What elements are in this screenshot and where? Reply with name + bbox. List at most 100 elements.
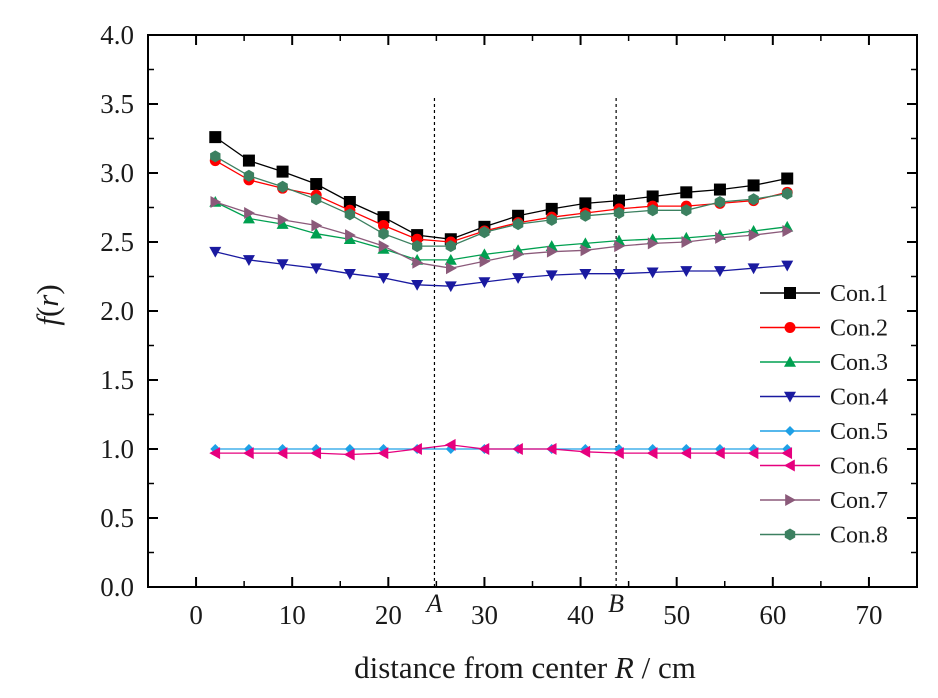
legend-item: Con.8 <box>760 523 888 549</box>
data-point <box>276 447 288 460</box>
data-point <box>310 263 323 275</box>
data-point <box>646 447 658 460</box>
y-axis-title-close: ) <box>30 284 65 294</box>
data-point <box>242 447 254 460</box>
series-line <box>214 136 788 240</box>
data-point <box>546 213 557 226</box>
data-point <box>545 202 558 215</box>
data-point <box>513 248 525 261</box>
data-point <box>444 253 457 265</box>
data-point <box>680 266 693 277</box>
x-tick-label: 20 <box>375 600 402 630</box>
data-point <box>310 227 323 239</box>
data-point <box>209 246 222 258</box>
series-line <box>214 160 788 243</box>
y-tick-label: 3.0 <box>100 158 134 188</box>
data-point <box>210 150 221 163</box>
data-point <box>411 443 422 455</box>
tick-labels: 0 10 20 30 40 50 60 70 0.0 0.5 1.0 1.5 2.0 2.5 3.0 3.5 4… <box>100 20 882 630</box>
series-con-2 <box>209 155 793 248</box>
x-tick-label: 70 <box>855 600 882 630</box>
data-point <box>276 259 289 271</box>
data-point <box>209 131 222 144</box>
series-con-4 <box>209 246 794 293</box>
legend-label: Con.6 <box>830 454 888 480</box>
data-point <box>681 236 693 248</box>
legend-marker <box>784 528 796 541</box>
data-point <box>209 447 221 460</box>
data-point <box>512 218 524 231</box>
data-point <box>311 219 323 232</box>
y-tick-label: 0.0 <box>100 572 134 602</box>
x-axis-title-var: R <box>614 650 634 685</box>
legend-label: Con.7 <box>830 488 888 514</box>
x-tick-label: 60 <box>759 600 786 630</box>
series-line <box>214 155 788 247</box>
legend-marker <box>784 459 795 472</box>
data-point <box>445 262 457 275</box>
data-point <box>545 270 558 282</box>
legend: Con.1 Con.2 Con.3 Con.4 Con.5 Con.6 Con.7 Con.8 <box>760 281 888 549</box>
y-tick-label: 2.0 <box>100 296 134 326</box>
legend-label: Con.4 <box>830 385 888 411</box>
data-point <box>276 165 289 178</box>
legend-item: Con.7 <box>760 488 888 514</box>
data-point <box>411 279 424 291</box>
x-axis-title-suffix: / cm <box>634 650 696 685</box>
data-point <box>345 229 356 242</box>
y-tick-label: 0.5 <box>100 503 134 533</box>
data-point <box>277 213 289 226</box>
data-point <box>378 219 390 231</box>
data-point <box>747 179 760 192</box>
series-con-3 <box>209 195 794 265</box>
series-layer <box>209 131 794 461</box>
data-point <box>512 443 523 455</box>
data-point <box>378 227 389 240</box>
data-point <box>344 208 356 221</box>
data-point <box>343 233 356 245</box>
data-point <box>614 240 626 253</box>
data-point <box>377 273 390 284</box>
legend-marker <box>785 426 795 436</box>
data-point <box>747 263 760 275</box>
data-point <box>680 186 693 199</box>
legend-label: Con.3 <box>830 350 888 376</box>
data-point <box>343 448 355 461</box>
data-point <box>377 447 389 460</box>
y-axis-title-open: ( <box>30 307 65 317</box>
data-point <box>613 268 626 280</box>
y-tick-label: 2.5 <box>100 227 134 257</box>
series-con-7 <box>210 195 794 275</box>
data-point <box>343 268 356 280</box>
data-point <box>412 240 423 253</box>
data-point <box>713 183 726 196</box>
legend-item: Con.5 <box>760 419 888 445</box>
data-point <box>748 193 759 206</box>
series-line <box>215 251 788 287</box>
data-point <box>310 447 322 460</box>
data-point <box>546 245 558 258</box>
data-point <box>310 178 323 191</box>
legend-label: Con.5 <box>830 419 888 445</box>
data-point <box>444 281 457 293</box>
data-point <box>613 447 624 460</box>
series-line <box>215 444 788 456</box>
legend-item: Con.6 <box>760 454 888 480</box>
x-tick-label: 0 <box>189 600 203 630</box>
data-point <box>343 195 356 208</box>
data-point <box>579 268 592 280</box>
x-tick-label: 30 <box>471 600 498 630</box>
y-tick-label: 1.5 <box>100 365 134 395</box>
legend-item: Con.4 <box>760 385 888 411</box>
data-point <box>680 447 692 460</box>
data-point <box>748 229 760 242</box>
data-point <box>311 193 322 206</box>
data-point <box>647 204 658 217</box>
legend-item: Con.1 <box>760 281 888 307</box>
x-tick-label: 10 <box>279 600 306 630</box>
legend-label: Con.8 <box>830 523 888 549</box>
y-tick-label: 3.5 <box>100 89 134 119</box>
data-point <box>242 212 255 224</box>
data-point <box>781 260 794 272</box>
series-con-8 <box>210 150 793 253</box>
